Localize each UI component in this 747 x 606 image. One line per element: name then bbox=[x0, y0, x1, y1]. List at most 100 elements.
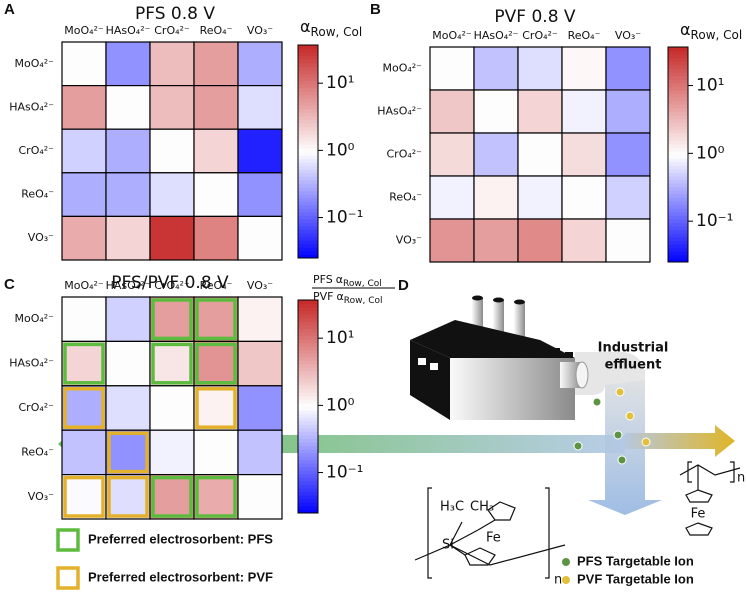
colorbar-segment bbox=[298, 431, 318, 436]
colorbar-segment bbox=[668, 251, 688, 256]
colorbar-label-symbol: α bbox=[300, 17, 311, 36]
colorbar-segment bbox=[668, 129, 688, 134]
effluent-stream bbox=[575, 352, 645, 395]
colorbar-segment bbox=[668, 111, 688, 116]
row-label: HAsO₄²⁻ bbox=[9, 357, 54, 370]
colorbar-segment bbox=[298, 76, 318, 81]
colorbar-segment bbox=[298, 449, 318, 454]
colorbar-segment bbox=[298, 445, 318, 450]
colorbar-segment bbox=[298, 215, 318, 220]
legend-marker bbox=[561, 557, 571, 567]
colorbar-segment bbox=[668, 201, 688, 206]
heatmap-cell bbox=[237, 340, 283, 387]
colorbar-label-subscript: Row, Col bbox=[344, 296, 383, 306]
heatmap-cell bbox=[193, 215, 239, 261]
colorbar-segment bbox=[668, 115, 688, 120]
heatmap-cell bbox=[193, 128, 239, 174]
chart-title: PVF 0.8 V bbox=[494, 7, 576, 27]
heatmap-cell bbox=[193, 296, 239, 343]
colorbar-segment bbox=[298, 488, 318, 493]
colorbar-segment bbox=[668, 143, 688, 148]
colorbar-segment bbox=[298, 342, 318, 347]
heatmap-cell bbox=[517, 132, 563, 177]
column-label: MoO₄²⁻ bbox=[432, 29, 472, 42]
colorbar-segment bbox=[298, 130, 318, 135]
colorbar-segment bbox=[298, 243, 318, 248]
colorbar-segment bbox=[298, 87, 318, 92]
colorbar-segment bbox=[668, 50, 688, 55]
row-label: VO₃⁻ bbox=[28, 231, 54, 244]
heatmap-cell bbox=[149, 429, 195, 476]
colorbar-segment bbox=[668, 258, 688, 263]
colorbar-segment bbox=[298, 197, 318, 202]
colorbar-segment bbox=[298, 498, 318, 503]
colorbar-segment bbox=[668, 204, 688, 209]
highlight bbox=[63, 342, 105, 385]
colorbar-segment bbox=[298, 335, 318, 340]
heatmap-cell bbox=[105, 385, 151, 431]
colorbar-tick-label: 10⁰ bbox=[696, 143, 725, 163]
colorbar-frame bbox=[667, 46, 689, 263]
heatmap-cell bbox=[105, 340, 151, 387]
colorbar-label-subscript: Row, Col bbox=[311, 25, 363, 39]
colorbar-segment bbox=[298, 434, 318, 439]
colorbar-segment bbox=[668, 57, 688, 62]
chem-label: n bbox=[737, 471, 745, 486]
column-label: CrO₄²⁻ bbox=[154, 279, 190, 292]
colorbar-segment bbox=[668, 136, 688, 141]
heatmap-cell bbox=[605, 46, 651, 91]
colorbar-tick-label: 10¹ bbox=[696, 76, 724, 96]
window bbox=[565, 352, 573, 358]
row-label: MoO₄²⁻ bbox=[14, 312, 54, 325]
colorbar-label-symbol: α bbox=[680, 20, 691, 39]
heatmap-cell bbox=[61, 84, 107, 130]
heatmap-cell bbox=[149, 128, 195, 174]
column-label: CrO₄²⁻ bbox=[154, 24, 190, 37]
colorbar-tick-label: 10⁻¹ bbox=[696, 211, 733, 231]
heatmap-cell bbox=[193, 41, 239, 87]
colorbar-segment bbox=[298, 502, 318, 507]
colorbar-segment bbox=[298, 452, 318, 457]
colorbar-segment bbox=[298, 101, 318, 106]
colorbar-segment bbox=[668, 240, 688, 245]
colorbar-segment bbox=[668, 183, 688, 188]
row-label: HAsO₄²⁻ bbox=[9, 100, 54, 113]
heatmap-cell bbox=[61, 296, 107, 343]
heatmap-cell bbox=[105, 41, 151, 87]
chem-label: Si bbox=[442, 538, 454, 553]
colorbar-label-prefix: PVF bbox=[313, 290, 334, 303]
column-label: ReO₄⁻ bbox=[568, 29, 601, 42]
process-diagram: D Industrial effluent bbox=[58, 277, 745, 588]
colorbar-segment bbox=[298, 158, 318, 163]
colorbar-segment bbox=[298, 208, 318, 213]
column-label: HAsO₄²⁻ bbox=[106, 279, 151, 292]
colorbar-segment bbox=[298, 55, 318, 60]
ion bbox=[625, 411, 635, 421]
heatmap-cell bbox=[473, 175, 519, 220]
colorbar-segment bbox=[298, 211, 318, 216]
colorbar-segment bbox=[298, 133, 318, 138]
legend-swatch bbox=[56, 528, 80, 552]
heatmap-cell bbox=[237, 296, 283, 343]
colorbar-segment bbox=[668, 176, 688, 181]
colorbar-segment bbox=[298, 324, 318, 329]
colorbar-segment bbox=[298, 470, 318, 475]
ions bbox=[573, 387, 651, 465]
colorbar-segment bbox=[668, 236, 688, 241]
heatmap-cell bbox=[429, 175, 475, 220]
heatmap-cell bbox=[105, 215, 151, 261]
colorbar-segment bbox=[298, 317, 318, 322]
heatmap-cell bbox=[61, 385, 107, 431]
heatmap-cell bbox=[193, 474, 239, 520]
colorbar-segment bbox=[298, 254, 318, 259]
panel-letter: A bbox=[4, 1, 15, 18]
colorbar-segment bbox=[668, 215, 688, 220]
colorbar-segment bbox=[298, 45, 318, 50]
colorbar-label: αRow, Col bbox=[680, 20, 742, 42]
window bbox=[550, 348, 560, 357]
colorbar-segment bbox=[298, 179, 318, 184]
colorbar-segment bbox=[298, 406, 318, 411]
legend-marker bbox=[561, 575, 571, 585]
colorbar-segment bbox=[298, 236, 318, 241]
colorbar-segment bbox=[298, 190, 318, 195]
